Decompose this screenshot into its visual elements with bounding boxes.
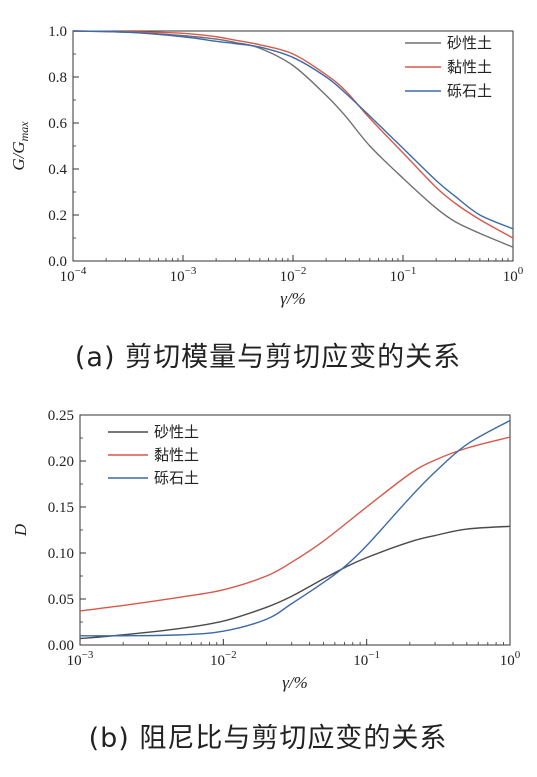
chart-a-ylabel-sub: max (17, 121, 31, 142)
chart-a-ylabel-main: G/G (9, 141, 28, 170)
chart-a-ytick-label: 0.4 (48, 162, 67, 178)
chart-b-ylabel: D (11, 523, 30, 537)
chart-a-xtick-label: 100 (503, 265, 524, 285)
chart-b-ytick-label: 0.10 (48, 546, 74, 562)
chart-a-ytick-label: 0.8 (48, 70, 67, 86)
chart-a-ytick-label: 0.2 (48, 208, 67, 224)
chart-a-ytick-label: 0.6 (48, 116, 67, 132)
chart-a-xtick-label: 10−1 (390, 265, 417, 285)
chart-b-ytick-label: 0.00 (48, 638, 74, 654)
chart-b-xtick-label: 10−1 (353, 649, 380, 669)
chart-a-series-line-1 (72, 30, 514, 248)
chart-a-legend-label: 砾石土 (447, 82, 492, 100)
chart-b-ylabel-main: D (11, 523, 30, 537)
chart-a-legend-label: 砂性土 (447, 34, 492, 52)
chart-b-series-line-3 (79, 419, 511, 637)
chart-a-xlabel: γ/% (280, 289, 306, 308)
chart-b-legend-label: 黏性土 (154, 446, 199, 464)
chart-a-xtick-label: 10−2 (280, 265, 307, 285)
chart-a-ytick-label: 0.0 (48, 254, 67, 270)
chart-b-damping-ratio: 10−3 10−2 10−1 1000.000.050.100.150.200.25 … (11, 408, 521, 754)
chart-b-xlabel: γ/% (282, 673, 308, 692)
chart-a-xtick-label: 10−4 (60, 265, 87, 285)
chart-a-ylabel: G/Gmax (9, 121, 31, 171)
chart-b-xtick-label: 10−3 (67, 649, 94, 669)
chart-b-legend-label: 砾石土 (154, 469, 199, 487)
chart-b-legend-label: 砂性土 (154, 423, 199, 441)
chart-b-plot-frame (79, 414, 511, 646)
chart-a-ytick-label: 1.0 (48, 24, 67, 40)
chart-b-xtick-label: 100 (500, 649, 521, 669)
chart-b-ytick-label: 0.20 (48, 454, 74, 470)
chart-b-ytick-label: 0.25 (48, 408, 74, 424)
chart-a-series-line-3 (72, 30, 514, 230)
chart-a-caption: (a) 剪切模量与剪切应变的关系 (75, 342, 461, 373)
chart-a-shear-modulus: 10−4 10−3 10−2 10−1 100 0.0 0.2 0.4 0.6 0.8 1.0 砂性… (9, 24, 524, 373)
chart-b-ytick-label: 0.15 (48, 500, 74, 516)
chart-b-caption: (b) 阻尼比与剪切应变的关系 (89, 723, 448, 754)
chart-b-ytick-label: 0.05 (48, 592, 74, 608)
chart-b-xtick-label: 10−2 (210, 649, 237, 669)
chart-b-series-line-2 (79, 436, 511, 612)
chart-a-xtick-label: 10−3 (170, 265, 197, 285)
chart-a-legend-label: 黏性土 (447, 58, 492, 76)
chart-b-series-line-1 (79, 525, 511, 640)
chart-a-series-line-2 (72, 30, 514, 239)
